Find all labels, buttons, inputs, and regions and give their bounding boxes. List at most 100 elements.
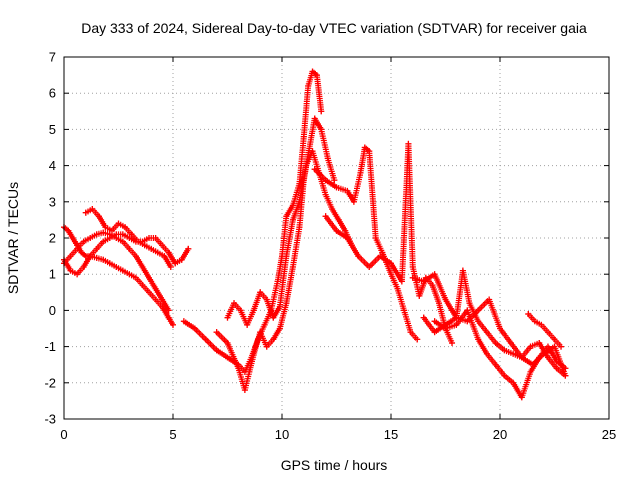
- data-point: [135, 238, 142, 245]
- data-point: [518, 394, 525, 401]
- data-point: [224, 339, 231, 346]
- marker-path: [213, 115, 338, 393]
- data-point: [420, 314, 427, 321]
- data-point: [361, 144, 368, 151]
- data-point: [93, 231, 100, 238]
- data-point: [562, 365, 569, 372]
- data-point: [366, 263, 373, 270]
- data-point: [483, 329, 490, 336]
- data-point: [309, 68, 316, 75]
- data-point: [302, 162, 309, 169]
- data-point: [231, 300, 238, 307]
- data-point: [486, 296, 493, 303]
- data-point: [132, 253, 139, 260]
- data-point: [93, 245, 100, 252]
- data-point: [172, 260, 179, 267]
- x-tick-label: 15: [384, 427, 398, 442]
- data-point: [388, 260, 394, 267]
- series-arc12: [431, 307, 569, 401]
- data-point: [152, 235, 159, 241]
- y-axis-label: SDTVAR / TECUs: [5, 182, 21, 294]
- data-point: [74, 245, 81, 252]
- data-point: [180, 318, 187, 325]
- data-point: [492, 361, 499, 368]
- data-point: [202, 336, 209, 343]
- data-point: [213, 347, 220, 354]
- data-point: [252, 343, 259, 350]
- data-point: [283, 213, 290, 220]
- axis-ticks: 0 5 10 15 20 25 -3 -2 -1 0 1 2 3 4 5 6 7: [44, 50, 616, 443]
- data-point: [331, 177, 338, 184]
- data-point: [536, 339, 543, 346]
- data-point: [74, 271, 81, 278]
- data-point: [501, 347, 508, 354]
- data-point: [318, 108, 325, 115]
- y-tick-label: 1: [49, 267, 56, 282]
- plot-frame: [63, 56, 610, 420]
- data-point: [531, 318, 538, 325]
- series-arc8: [311, 144, 421, 343]
- data-point: [464, 307, 471, 314]
- data-point: [126, 245, 133, 252]
- y-tick-label: 5: [49, 122, 56, 137]
- data-point: [420, 278, 427, 285]
- data-point: [501, 372, 508, 379]
- data-point: [416, 292, 423, 299]
- data-point: [119, 267, 126, 274]
- data-point: [100, 238, 107, 245]
- y-tick-label: 2: [49, 231, 56, 246]
- data-point: [154, 249, 161, 256]
- data-point: [108, 227, 115, 234]
- y-tick-label: -1: [44, 339, 56, 354]
- data-point: [414, 336, 421, 343]
- data-point: [459, 267, 466, 274]
- data-point: [342, 227, 349, 234]
- data-point: [544, 354, 551, 361]
- data-point: [224, 354, 231, 361]
- data-point: [244, 321, 251, 328]
- data-point: [283, 253, 290, 260]
- data-point: [551, 336, 558, 343]
- data-point: [257, 329, 264, 336]
- data-point: [366, 148, 373, 155]
- data-point: [527, 368, 534, 375]
- data-point: [313, 72, 320, 79]
- data-point: [139, 263, 146, 270]
- y-tick-label: 7: [49, 50, 56, 65]
- data-point: [122, 224, 129, 231]
- data-point: [132, 274, 139, 281]
- data-point: [309, 148, 316, 155]
- series-arc9: [322, 140, 456, 346]
- data-point: [466, 300, 473, 307]
- data-point: [355, 253, 362, 260]
- y-tick-label: -3: [44, 412, 56, 427]
- data-point: [510, 379, 517, 386]
- data-point: [139, 282, 146, 289]
- data-point: [401, 307, 408, 314]
- data-point: [431, 329, 438, 336]
- data-point: [305, 82, 312, 89]
- data-point: [128, 231, 135, 238]
- data-point: [431, 271, 438, 278]
- data-point: [224, 314, 231, 321]
- x-tick-label: 10: [275, 427, 289, 442]
- data-point: [497, 325, 503, 332]
- marker-path: [322, 140, 455, 346]
- data-point: [357, 169, 364, 176]
- data-point: [235, 365, 242, 372]
- data-point: [398, 278, 405, 285]
- data-point: [333, 227, 340, 234]
- data-point: [146, 289, 153, 296]
- marker-path: [180, 68, 325, 375]
- data-point: [553, 358, 560, 365]
- data-point: [270, 336, 277, 343]
- data-point: [80, 238, 87, 245]
- data-point: [100, 229, 107, 236]
- data-point: [126, 235, 133, 241]
- data-point: [165, 249, 172, 256]
- data-point: [102, 224, 109, 231]
- data-point: [159, 296, 166, 303]
- x-tick-label: 0: [60, 427, 67, 442]
- y-tick-label: 0: [49, 303, 56, 318]
- data-point: [213, 329, 220, 336]
